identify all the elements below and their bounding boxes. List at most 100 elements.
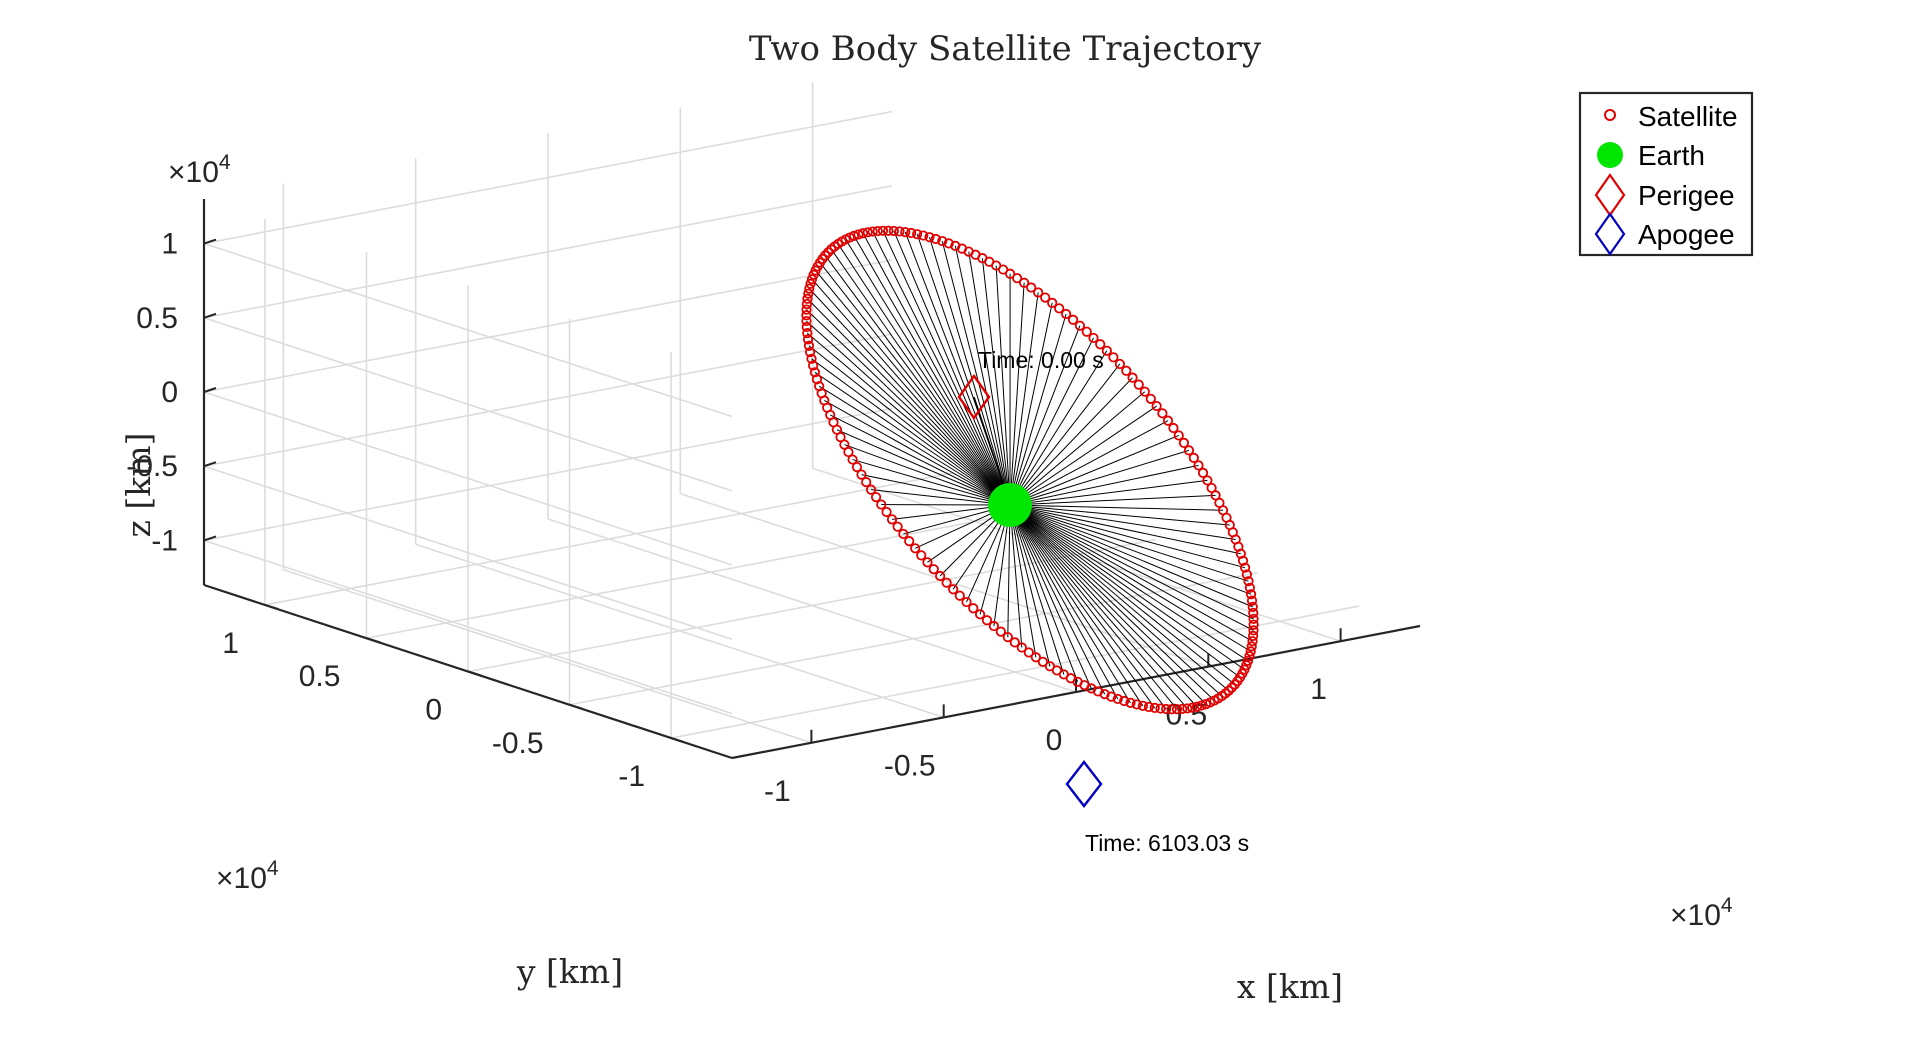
radial-line	[1009, 449, 1190, 506]
satellite-marker	[1183, 445, 1195, 456]
satellite-marker	[867, 226, 878, 237]
satellite-marker	[1155, 703, 1166, 714]
satellite-marker	[1202, 475, 1213, 486]
radial-line	[1009, 504, 1254, 620]
satellite-marker	[906, 227, 917, 239]
satellite-marker	[1242, 655, 1254, 666]
z-tick-mark	[203, 312, 217, 319]
radial-line	[811, 278, 1011, 506]
legend[interactable]: Satellite Earth Perigee Apogee	[1578, 91, 1754, 257]
radial-line	[1009, 302, 1053, 506]
z-tick-mark	[203, 387, 217, 393]
radial-line	[1009, 363, 1121, 506]
y-tick-mark	[670, 737, 685, 743]
radial-line	[1009, 504, 1037, 658]
radial-line	[1009, 504, 1252, 595]
x-tick-label: -0.5	[884, 749, 936, 782]
satellite-marker	[941, 577, 952, 588]
radial-line	[837, 243, 1011, 506]
z-multiplier-base: ×10	[168, 156, 219, 189]
satellite-marker	[801, 304, 812, 315]
grid-line-side-z	[203, 242, 733, 418]
satellite-marker	[968, 603, 979, 614]
radial-line	[1009, 504, 1230, 526]
satellite-marker	[918, 230, 929, 241]
radial-line	[806, 309, 1011, 506]
satellite-marker	[1248, 619, 1259, 630]
grid-line-side-z	[203, 317, 733, 492]
satellite-marker	[1239, 562, 1251, 573]
z-tick-label: 0.5	[136, 302, 178, 335]
grid-line-floor-y	[670, 605, 1360, 739]
radial-line	[811, 358, 1011, 506]
satellite-marker	[937, 235, 948, 247]
chart-title: Two Body Satellite Trajectory	[749, 29, 1262, 69]
legend-satellite-icon	[1604, 109, 1616, 121]
satellite-marker	[1143, 701, 1154, 713]
satellite-marker	[1121, 365, 1132, 376]
radial-line	[853, 235, 1011, 506]
tick-labels: -1-0.500.51-1-0.500.51-1-0.500.51	[126, 228, 1327, 808]
satellite-marker	[876, 499, 887, 510]
satellite-marker	[1030, 652, 1041, 663]
radial-line	[1009, 337, 1094, 506]
satellite-marker	[801, 310, 812, 321]
radial-line	[941, 240, 1011, 506]
satellite-marker	[1166, 704, 1177, 715]
y-tick-label: -1	[618, 760, 645, 793]
radial-line	[1009, 504, 1188, 709]
x-axis-multiplier: ×104	[1670, 894, 1733, 932]
satellite-marker	[1241, 569, 1252, 580]
satellite-marker	[801, 299, 812, 310]
earth-marker	[988, 483, 1032, 527]
satellite-marker	[1125, 697, 1136, 708]
satellite-marker	[804, 283, 815, 294]
radial-line	[1009, 504, 1236, 685]
satellite-marker	[853, 229, 864, 240]
satellite-marker	[806, 274, 818, 285]
radial-line	[1009, 377, 1133, 506]
satellite-marker	[861, 477, 872, 488]
satellite-marker	[1044, 661, 1055, 672]
satellite-marker	[1178, 437, 1190, 449]
satellite-marker	[1173, 430, 1184, 441]
satellite-marker	[857, 228, 869, 239]
satellite-marker	[1244, 651, 1255, 662]
satellite-marker	[888, 225, 899, 237]
satellite-marker	[865, 484, 877, 495]
y-tick-mark	[264, 604, 279, 610]
satellite-marker	[1177, 703, 1188, 715]
radial-line	[1009, 391, 1146, 506]
radial-line	[814, 371, 1011, 506]
satellite-marker	[910, 543, 921, 554]
z-axis-label: z [km]	[119, 433, 158, 538]
radial-line	[1009, 504, 1051, 667]
radial-line	[824, 255, 1011, 506]
radial-line	[1009, 504, 1156, 709]
radial-line	[1009, 504, 1131, 704]
radial-line	[861, 474, 1011, 506]
radial-line	[1009, 479, 1208, 506]
radial-line	[1009, 494, 1216, 506]
satellite-marker	[928, 564, 939, 575]
satellite-marker	[1137, 700, 1148, 711]
radial-line	[1009, 504, 1251, 652]
radial-line	[819, 262, 1011, 506]
y-multiplier-power: 4	[267, 857, 279, 880]
satellite-marker	[886, 514, 898, 525]
satellite-marker	[930, 233, 941, 245]
satellite-marker	[1182, 703, 1193, 714]
satellite-marker	[988, 620, 999, 632]
satellite-marker	[1101, 345, 1112, 356]
radial-line	[824, 400, 1011, 506]
radial-line	[808, 288, 1011, 506]
z-tick-mark	[203, 535, 217, 542]
satellite-marker	[806, 353, 817, 364]
apogee-time-label: Time: 6103.03 s	[1085, 830, 1249, 856]
radial-line	[1009, 504, 1230, 692]
radial-line	[818, 385, 1011, 506]
satellite-marker	[1016, 642, 1027, 653]
radial-line	[1009, 504, 1236, 541]
z-tick-label: 0	[161, 376, 178, 409]
